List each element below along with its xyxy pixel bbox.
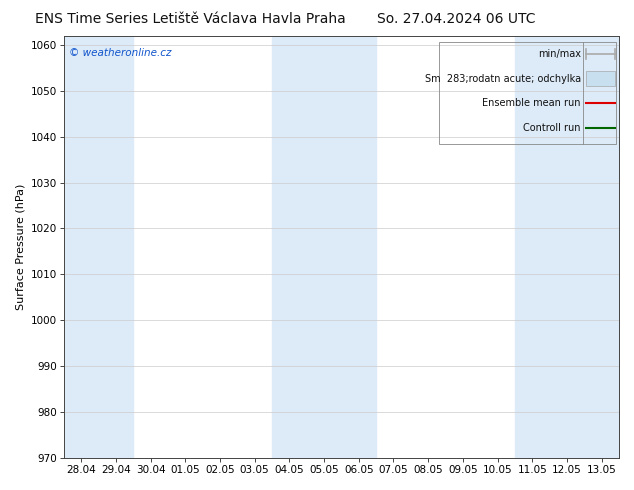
Bar [341, 36, 376, 458]
Text: Ensemble mean run: Ensemble mean run [482, 98, 581, 108]
Text: ENS Time Series Letiště Václava Havla Praha: ENS Time Series Letiště Václava Havla Pr… [35, 12, 346, 26]
Text: Sm  283;rodatn acute; odchylka: Sm 283;rodatn acute; odchylka [425, 74, 581, 84]
Bar [98, 36, 133, 458]
Text: © weatheronline.cz: © weatheronline.cz [69, 48, 172, 58]
Text: Controll run: Controll run [523, 122, 581, 133]
Text: So. 27.04.2024 06 UTC: So. 27.04.2024 06 UTC [377, 12, 536, 26]
Bar [550, 36, 585, 458]
Bar [585, 36, 619, 458]
Bar [307, 36, 341, 458]
Bar [586, 72, 615, 86]
Y-axis label: Surface Pressure (hPa): Surface Pressure (hPa) [15, 184, 25, 310]
Bar [439, 42, 616, 144]
Text: min/max: min/max [538, 49, 581, 59]
Bar [64, 36, 98, 458]
Bar [272, 36, 307, 458]
Bar [515, 36, 550, 458]
